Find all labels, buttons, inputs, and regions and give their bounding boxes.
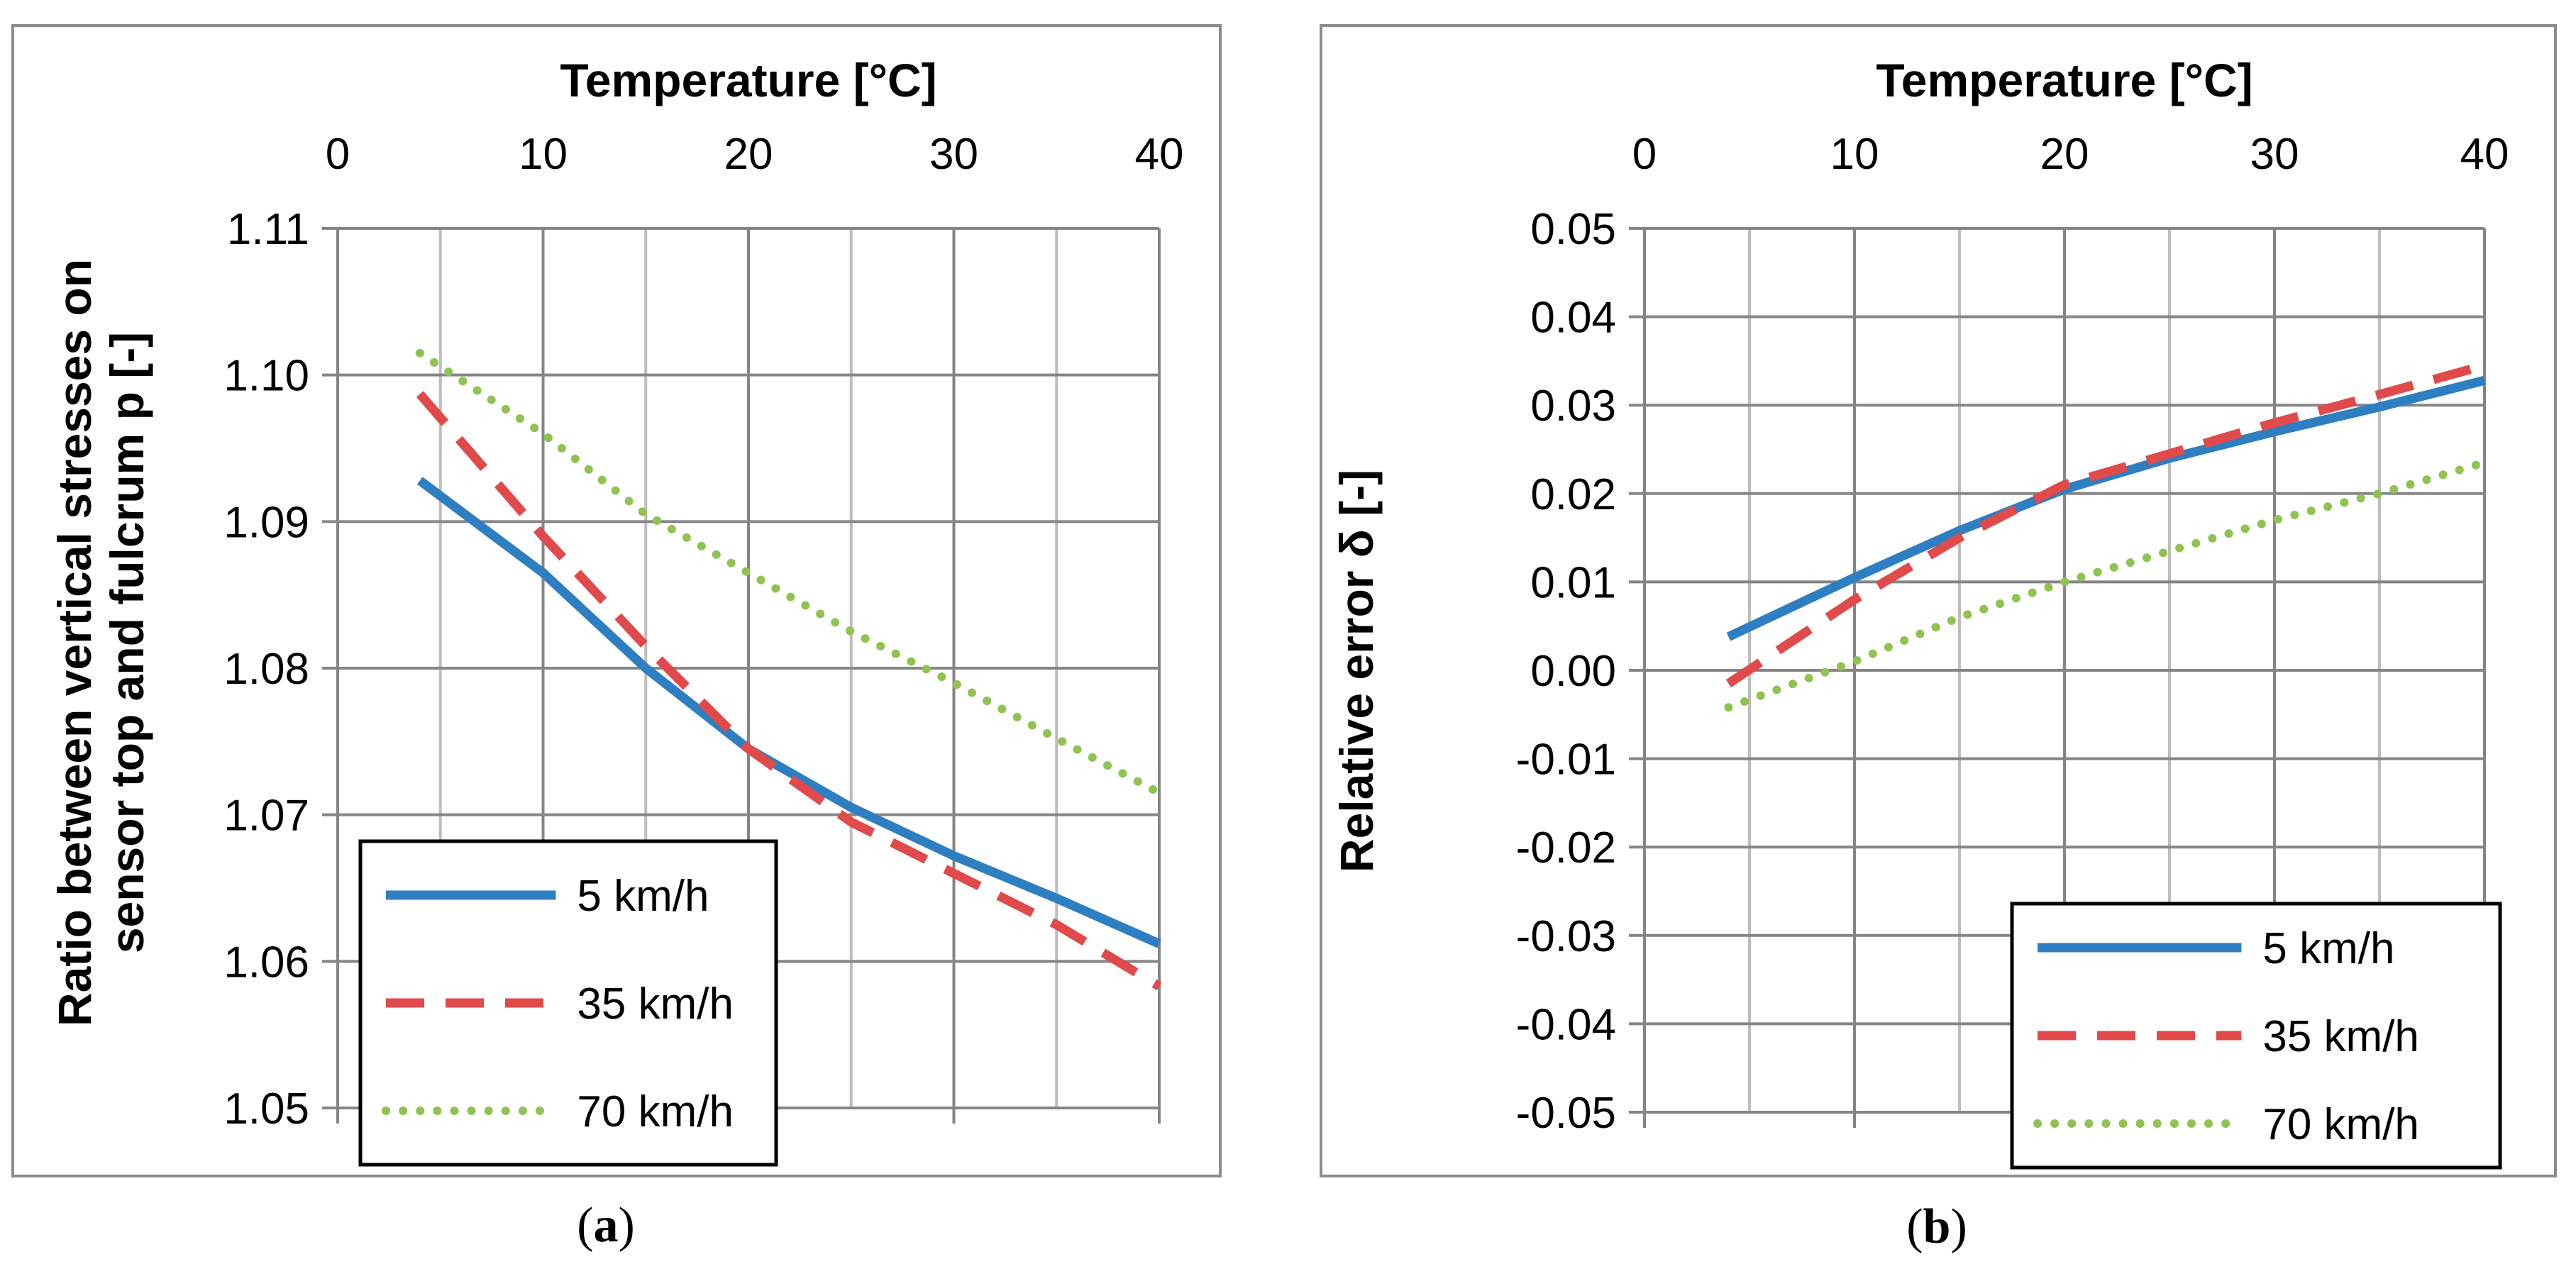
x-tick-label: 40	[1135, 130, 1184, 179]
y-tick-label: 1.10	[223, 352, 309, 401]
legend: 5 km/h 35 km/h 70 km/h	[358, 839, 778, 1167]
x-tick-label: 10	[519, 130, 568, 179]
legend: 5 km/h 35 km/h 70 km/h	[2010, 902, 2502, 1170]
y-tick-label: -0.02	[1516, 824, 1616, 872]
x-tick-label: 0	[326, 130, 350, 179]
caption-paren: )	[1950, 1199, 1967, 1254]
series-line-70-km-h	[1724, 458, 2489, 712]
y-tick-label: -0.04	[1516, 1000, 1616, 1049]
x-tick-label: 30	[2250, 130, 2299, 179]
x-tick-label: 20	[724, 130, 773, 179]
caption-letter: a	[594, 1198, 619, 1253]
y-tick-label: 1.06	[223, 938, 309, 987]
legend-label: 5 km/h	[577, 872, 709, 921]
legend-box	[358, 839, 778, 1167]
y-tick-label: 1.07	[223, 792, 309, 841]
legend-label: 70 km/h	[2262, 1100, 2419, 1149]
legend-label: 5 km/h	[2262, 924, 2394, 973]
legend-label: 35 km/h	[2262, 1012, 2419, 1061]
chart-b: 0 10 20 30 40 -0.05 -0.04 -0.03 -0.02 -0.01 0.00 0.…	[1320, 24, 2557, 1254]
y-tick-label: -0.01	[1516, 736, 1616, 785]
figure-caption: (b)	[1906, 1199, 1967, 1254]
figure-caption: (a)	[577, 1198, 635, 1253]
x-tick-label: 20	[2040, 130, 2089, 179]
x-tick-label: 40	[2460, 130, 2509, 179]
caption-paren: (	[577, 1198, 593, 1253]
y-axis-title-line: Relative error δ [-]	[1330, 470, 1383, 872]
caption-paren: (	[1906, 1199, 1923, 1254]
y-tick-label: 1.11	[227, 205, 309, 254]
x-axis-title: Temperature [°C]	[1876, 54, 2252, 106]
y-axis-title-line: Ratio between vertical stresses on	[48, 259, 101, 1026]
caption-paren: )	[619, 1198, 635, 1253]
y-tick-label: 0.01	[1530, 558, 1616, 607]
series-line-35-km-h	[416, 391, 1162, 991]
series-line-5-km-h	[416, 477, 1161, 948]
legend-label: 70 km/h	[577, 1087, 734, 1136]
legend-label: 35 km/h	[577, 980, 734, 1029]
series-line-35-km-h	[1725, 360, 2486, 688]
x-tick-label: 0	[1632, 130, 1657, 179]
y-tick-label: 0.03	[1530, 382, 1616, 431]
x-tick-label: 30	[929, 130, 978, 179]
y-tick-label: 1.09	[223, 498, 309, 547]
y-tick-label: 0.02	[1530, 470, 1616, 519]
caption-letter: b	[1923, 1199, 1951, 1254]
y-tick-label: 0.04	[1530, 294, 1616, 343]
y-tick-label: 1.08	[223, 645, 309, 694]
y-tick-label: 0.00	[1530, 647, 1616, 696]
series-line-70-km-h	[415, 348, 1163, 797]
y-tick-label: 0.05	[1530, 205, 1616, 254]
x-axis-title: Temperature [°C]	[560, 54, 936, 106]
y-tick-label: -0.03	[1516, 912, 1616, 961]
chart-a: 0 10 20 30 40 1.05 1.06 1.07 1.08 1.09 1.10 1.11 Tem…	[11, 24, 1222, 1253]
x-tick-label: 10	[1830, 130, 1879, 179]
y-tick-label: 1.05	[223, 1085, 309, 1133]
y-tick-label: -0.05	[1516, 1089, 1616, 1138]
y-axis-title-line: sensor top and fulcrum p [-]	[101, 332, 153, 953]
